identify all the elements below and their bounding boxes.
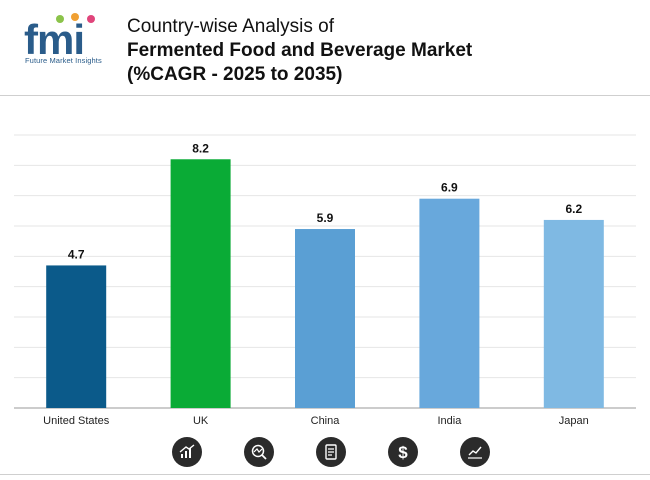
tick-label-uk: UK bbox=[193, 415, 209, 427]
dollar-icon: $ bbox=[388, 437, 418, 467]
line-trend-icon bbox=[460, 437, 490, 467]
data-label-india: 6.9 bbox=[441, 181, 458, 195]
bar-chart: 4.7 United States 8.2 UK 5.9 China 6.9 India 6.2… bbox=[14, 134, 636, 427]
data-label-japan: 6.2 bbox=[565, 202, 582, 216]
bar-china bbox=[295, 229, 355, 408]
chart-title: Country-wise Analysis of Fermented Food … bbox=[127, 15, 472, 87]
title-line-2: Fermented Food and Beverage Market bbox=[127, 40, 473, 61]
header: fmi Future Market Insights Country-wise … bbox=[0, 0, 650, 96]
fmi-logo: fmi bbox=[24, 13, 95, 63]
svg-text:$: $ bbox=[398, 443, 408, 461]
footer-divider bbox=[0, 474, 650, 475]
logo-tagline: Future Market Insights bbox=[25, 56, 102, 65]
magnifier-trend-icon bbox=[244, 437, 274, 467]
logo-letters: fmi bbox=[24, 16, 84, 63]
tick-label-india: India bbox=[437, 415, 462, 427]
bar-india bbox=[419, 198, 480, 408]
tick-label-china: China bbox=[311, 415, 341, 427]
bar-japan bbox=[543, 219, 604, 408]
footer-icon-row: $ bbox=[0, 437, 650, 469]
data-label-united-states: 4.7 bbox=[68, 247, 85, 261]
tick-label-united-states: United States bbox=[43, 415, 110, 427]
data-label-china: 5.9 bbox=[317, 211, 334, 225]
report-document-icon bbox=[316, 437, 346, 467]
growth-chart-icon bbox=[172, 437, 202, 467]
bar-uk bbox=[170, 159, 231, 408]
title-line-1: Country-wise Analysis of bbox=[127, 16, 334, 37]
data-label-uk: 8.2 bbox=[192, 141, 209, 155]
tick-label-japan: Japan bbox=[559, 415, 589, 427]
header-divider bbox=[0, 95, 650, 96]
bar-united-states bbox=[46, 265, 107, 408]
title-line-3: (%CAGR - 2025 to 2035) bbox=[127, 64, 343, 85]
